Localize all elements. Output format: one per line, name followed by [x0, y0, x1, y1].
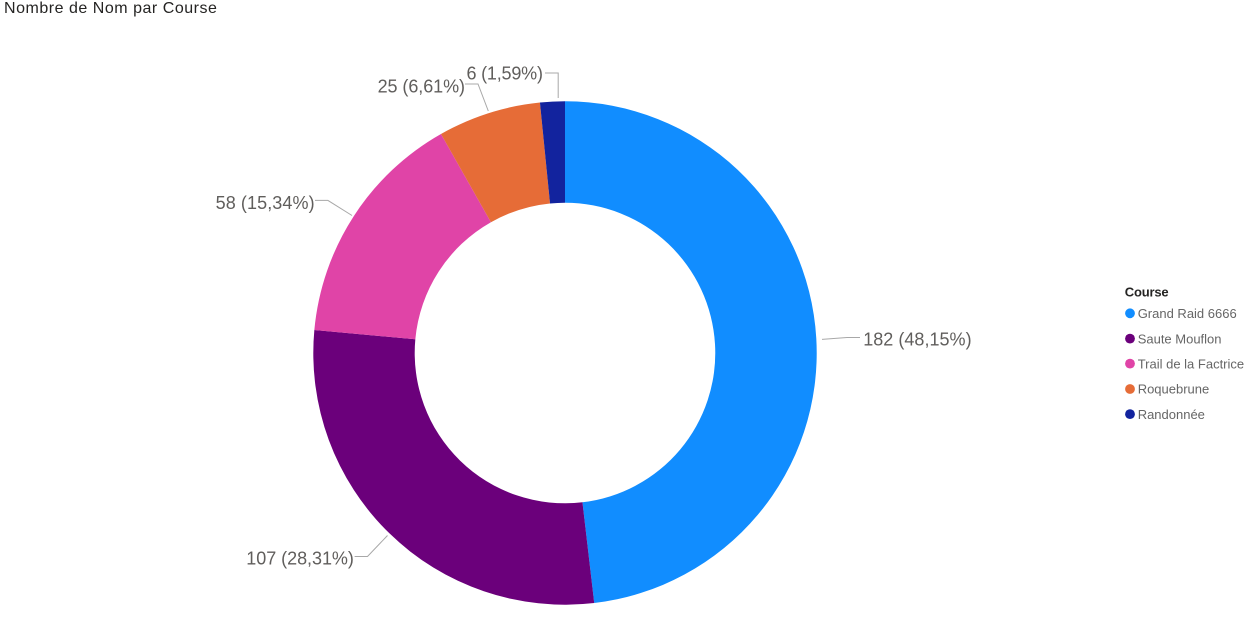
svg-text:Randonnée: Randonnée: [1138, 407, 1205, 422]
svg-text:Course: Course: [1125, 284, 1169, 299]
svg-text:Trail de la Factrice: Trail de la Factrice: [1138, 356, 1244, 371]
svg-text:Grand Raid 6666: Grand Raid 6666: [1138, 306, 1237, 321]
svg-text:25 (6,61%): 25 (6,61%): [378, 77, 465, 97]
svg-text:182 (48,15%): 182 (48,15%): [863, 330, 971, 350]
svg-text:6 (1,59%): 6 (1,59%): [467, 64, 544, 84]
svg-text:107 (28,31%): 107 (28,31%): [246, 549, 354, 569]
svg-text:Roquebrune: Roquebrune: [1138, 382, 1210, 397]
svg-text:58 (15,34%): 58 (15,34%): [216, 193, 315, 213]
svg-text:Saute Mouflon: Saute Mouflon: [1138, 331, 1222, 346]
